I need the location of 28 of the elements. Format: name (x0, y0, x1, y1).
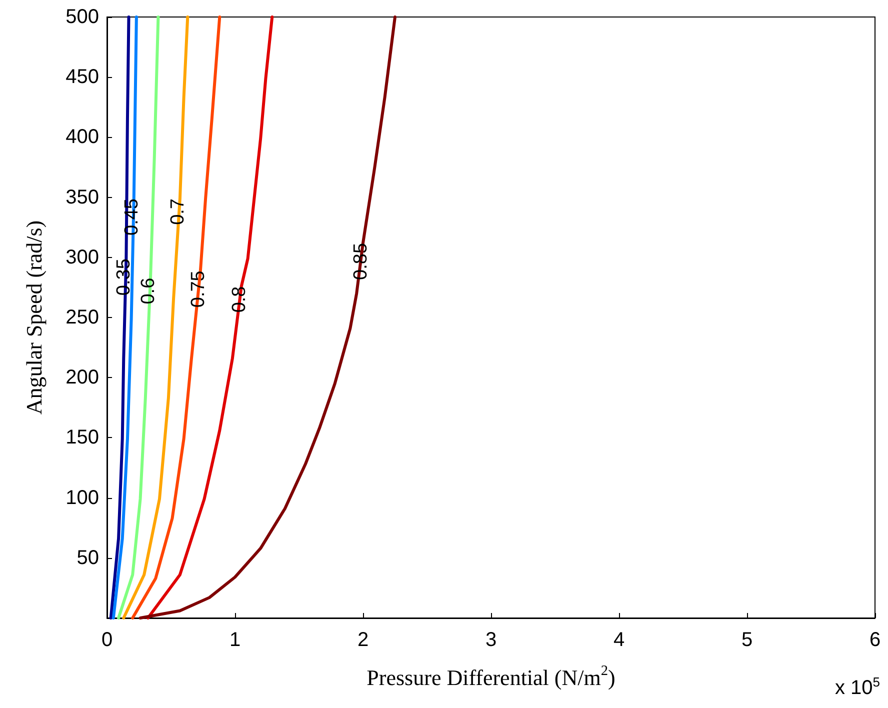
x-tick-label: 4 (613, 629, 625, 651)
y-tick-label: 400 (66, 126, 99, 148)
y-tick-label: 100 (66, 486, 99, 509)
text: 0.6 (138, 278, 160, 304)
y-tick-label: 200 (66, 366, 99, 389)
y-tick-label: 450 (66, 66, 99, 88)
x-tick-label: 3 (485, 629, 497, 651)
line-series (112, 16, 138, 620)
text: 0.45 (121, 198, 142, 236)
y-tick-label: 150 (66, 426, 99, 449)
text: 0.8 (228, 286, 250, 313)
text: 0.35 (114, 258, 135, 296)
x-tick-label: 0 (101, 629, 113, 651)
text: 0.75 (188, 270, 209, 308)
x-tick-label: 6 (869, 629, 881, 651)
y-tick-label: 350 (66, 186, 99, 208)
text: 0.7 (167, 198, 188, 225)
y-tick-label: 300 (66, 246, 99, 268)
y-tick-label: 50 (76, 546, 99, 569)
x-tick-label: 1 (229, 629, 241, 651)
x-tick-label: 5 (741, 629, 753, 651)
line-series (138, 16, 396, 620)
text: 0.85 (350, 242, 372, 280)
y-tick-label: 500 (66, 6, 99, 28)
line-series (117, 16, 160, 620)
y-axis-title: Angular Speed (rad/s) (22, 220, 46, 415)
y-tick-label: 250 (66, 306, 99, 328)
x-tick-label: 2 (357, 629, 369, 651)
